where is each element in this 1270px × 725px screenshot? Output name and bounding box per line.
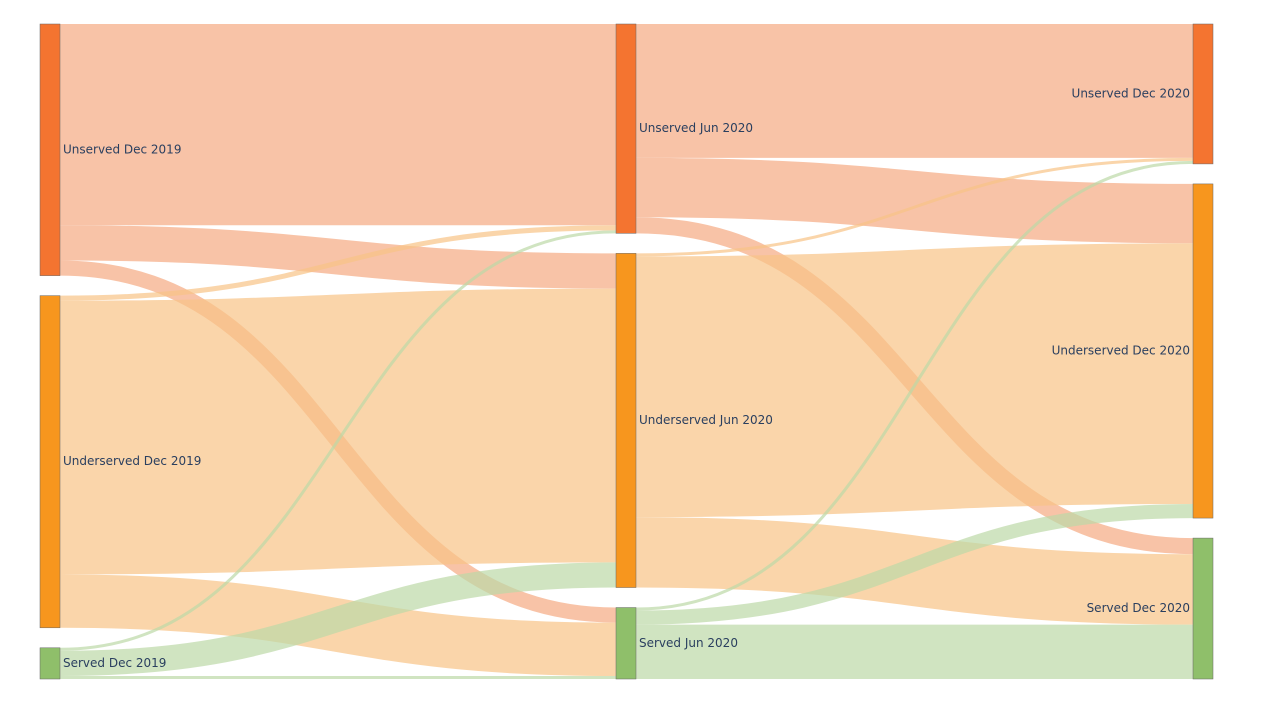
sankey-node-s20b[interactable] — [1192, 537, 1214, 680]
sankey-node-d19[interactable] — [39, 295, 61, 629]
sankey-link-s20a-to-u20b[interactable] — [635, 160, 1194, 611]
sankey-node-d20b[interactable] — [1192, 183, 1214, 519]
nodes-layer — [39, 23, 1214, 680]
sankey-link-s20a-to-d20b[interactable] — [635, 503, 1194, 625]
sankey-link-s19-to-u20a[interactable] — [59, 230, 617, 651]
sankey-link-d19-to-u20a[interactable] — [59, 225, 617, 301]
node-label-d20b: Underserved Dec 2020 — [1052, 343, 1190, 357]
sankey-node-d20a[interactable] — [615, 253, 637, 588]
sankey-link-u20a-to-d20b[interactable] — [635, 157, 1194, 244]
sankey-node-s20a[interactable] — [615, 607, 637, 680]
sankey-link-d19-to-d20a[interactable] — [59, 288, 617, 575]
sankey-node-u19[interactable] — [39, 23, 61, 276]
node-label-s20a: Served Jun 2020 — [639, 636, 738, 650]
sankey-node-u20b[interactable] — [1192, 23, 1214, 165]
links-layer — [59, 23, 1194, 679]
sankey-node-u20a[interactable] — [615, 23, 637, 234]
node-label-d20a: Underserved Jun 2020 — [639, 413, 773, 427]
sankey-link-d20a-to-u20b[interactable] — [635, 157, 1194, 257]
sankey-link-d20a-to-d20b[interactable] — [635, 243, 1194, 518]
labels-layer: Unserved Dec 2019 Underserved Dec 2019 Ser… — [63, 86, 1190, 669]
node-label-u20a: Unserved Jun 2020 — [639, 121, 753, 135]
node-label-s19: Served Dec 2019 — [63, 656, 166, 670]
sankey-link-u19-to-d20a[interactable] — [59, 225, 617, 289]
sankey-node-s19[interactable] — [39, 647, 61, 680]
node-label-s20b: Served Dec 2020 — [1087, 601, 1190, 615]
node-label-d19: Underserved Dec 2019 — [63, 454, 201, 468]
node-label-u20b: Unserved Dec 2020 — [1072, 86, 1190, 100]
sankey-link-s19-to-d20a[interactable] — [59, 562, 617, 676]
node-label-u19: Unserved Dec 2019 — [63, 142, 181, 156]
